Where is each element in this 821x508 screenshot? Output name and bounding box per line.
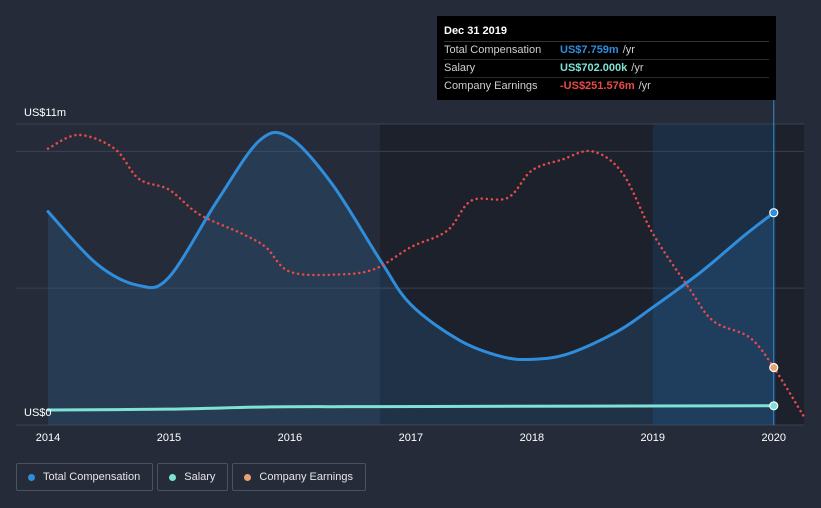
x-tick-label: 2014: [36, 432, 60, 444]
company-earnings-marker: [769, 362, 779, 373]
legend-dot-icon: [244, 473, 252, 481]
x-tick-label: 2019: [641, 432, 665, 444]
y-axis-bottom-label: US$0: [24, 407, 52, 419]
tooltip-row-company-earnings: Company Earnings -US$251.576m /yr: [444, 78, 769, 95]
company-earnings-line: [46, 133, 806, 419]
tooltip: Dec 31 2019 Total Compensation US$7.759m…: [437, 16, 776, 100]
legend-dot-icon: [169, 473, 177, 481]
legend-label: Total Compensation: [43, 471, 141, 483]
hover-band: [652, 124, 776, 425]
legend-label: Company Earnings: [259, 471, 353, 483]
salary-line: [46, 404, 776, 412]
x-tick-label: 2017: [399, 432, 423, 444]
tooltip-unit: /yr: [622, 44, 635, 56]
series-layer: [46, 130, 806, 425]
tooltip-value: -US$251.576m: [560, 80, 635, 92]
x-tick-label: 2016: [278, 432, 302, 444]
tooltip-row-total-compensation: Total Compensation US$7.759m /yr: [444, 42, 769, 60]
gridlines: [16, 123, 804, 426]
x-tick-label: 2018: [520, 432, 544, 444]
legend-label: Salary: [184, 471, 216, 483]
hover-markers: [769, 208, 779, 411]
total-compensation-line: [46, 130, 776, 362]
tooltip-label: Salary: [444, 62, 476, 74]
legend: Total Compensation Salary Company Earnin…: [16, 463, 366, 491]
y-axis-top-label: US$11m: [24, 107, 66, 119]
tooltip-row-salary: Salary US$702.000k /yr: [444, 60, 769, 78]
x-axis-ticks: 2014 2015 2016 2017 2018 2019 2020: [36, 432, 786, 444]
total-compensation-area: [48, 132, 774, 425]
tooltip-date: Dec 31 2019: [444, 24, 769, 42]
salary-marker: [769, 401, 779, 411]
tooltip-unit: /yr: [631, 62, 644, 74]
tooltip-label: Total Compensation: [444, 44, 542, 56]
legend-item-company-earnings[interactable]: Company Earnings: [232, 463, 366, 491]
x-tick-label: 2015: [157, 432, 181, 444]
tooltip-unit: /yr: [638, 80, 651, 92]
x-tick-label: 2020: [762, 432, 786, 444]
tooltip-label: Company Earnings: [444, 80, 538, 92]
total-compensation-marker: [769, 208, 779, 218]
legend-item-salary[interactable]: Salary: [157, 463, 229, 491]
tooltip-value: US$702.000k: [560, 62, 628, 74]
legend-item-total-compensation[interactable]: Total Compensation: [16, 463, 154, 491]
tooltip-value: US$7.759m: [560, 44, 619, 56]
legend-dot-icon: [28, 473, 35, 481]
